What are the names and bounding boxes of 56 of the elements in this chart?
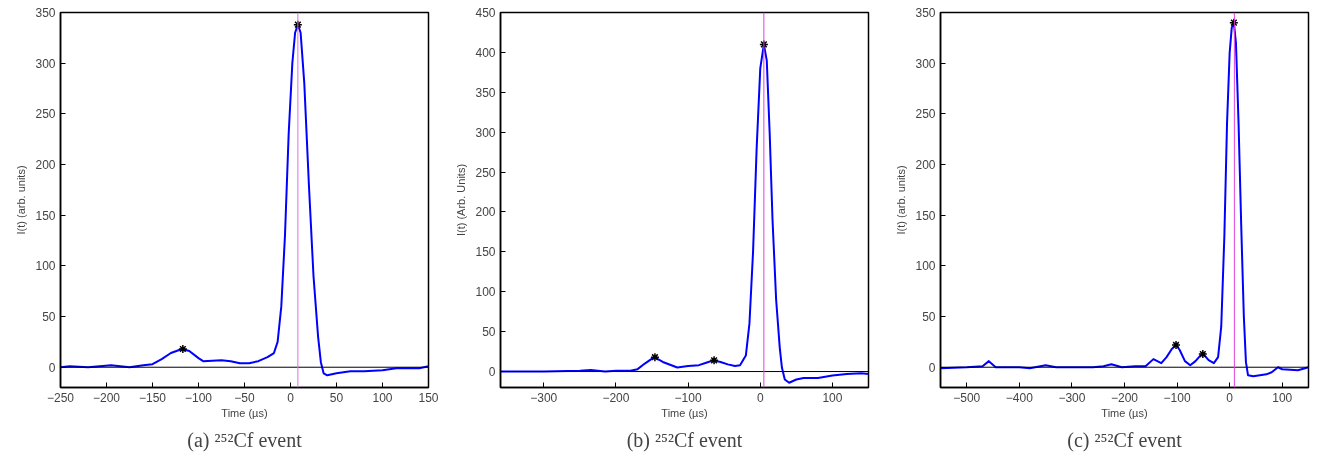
y-tick-label: 200 (915, 158, 936, 173)
text: (a) ²⁵²Cf event (187, 428, 303, 452)
y-axis-title: I(t) (arb. units) (15, 165, 28, 235)
x-tick-label: −50 (234, 390, 255, 405)
y-tick-label: 50 (482, 325, 496, 340)
y-tick-label: 250 (475, 165, 496, 180)
x-tick-label: 0 (287, 390, 295, 405)
x-tick-label: 0 (756, 390, 764, 405)
text: (c) ²⁵²Cf event (1067, 428, 1183, 452)
x-tick-label: −250 (46, 390, 75, 405)
y-tick-label: 350 (915, 6, 936, 20)
y-tick-label: 350 (35, 6, 56, 20)
x-tick-label: −200 (602, 390, 630, 405)
x-tick-label: 100 (1272, 390, 1293, 405)
y-tick-label: 100 (915, 259, 936, 274)
y-axis-title: I(t) (arb. units) (895, 165, 908, 235)
y-tick-label: 100 (475, 285, 496, 300)
x-tick-label: 100 (822, 390, 843, 405)
x-tick-label: 0 (1226, 390, 1234, 405)
y-tick-label: 250 (915, 107, 936, 122)
x-tick-label: −300 (530, 390, 558, 405)
x-tick-label: −150 (138, 390, 167, 405)
y-tick-label: 150 (35, 208, 56, 223)
y-tick-label: 300 (915, 56, 936, 71)
y-tick-label: 150 (475, 245, 496, 260)
y-tick-label: 200 (35, 158, 56, 173)
y-tick-label: 450 (475, 6, 496, 20)
y-tick-label: 400 (475, 45, 496, 60)
y-tick-label: 50 (922, 310, 936, 325)
x-tick-label: −100 (674, 390, 702, 405)
y-tick-label: 100 (35, 259, 56, 274)
y-tick-label: 0 (928, 360, 936, 375)
x-tick-label: 150 (418, 390, 439, 405)
y-tick-label: 200 (475, 205, 496, 220)
x-tick-label: −400 (1005, 390, 1034, 405)
x-tick-label: −200 (1110, 390, 1139, 405)
y-tick-label: 0 (488, 365, 496, 380)
x-tick-label: −300 (1058, 390, 1086, 405)
x-tick-label: 100 (372, 390, 393, 405)
y-tick-label: 150 (915, 208, 936, 223)
text: (b) ²⁵²Cf event (626, 428, 743, 452)
x-axis-title: Time (µs) (221, 406, 268, 419)
y-tick-label: 350 (475, 85, 496, 100)
y-tick-label: 300 (475, 125, 496, 140)
x-tick-label: −500 (953, 390, 981, 405)
x-axis-title: Time (µs) (661, 406, 708, 419)
y-tick-label: 250 (35, 107, 56, 122)
x-tick-label: −100 (184, 390, 213, 405)
x-axis-title: Time (µs) (1101, 406, 1148, 419)
x-tick-label: −200 (92, 390, 121, 405)
y-tick-label: 50 (42, 310, 56, 325)
x-tick-label: −100 (1163, 390, 1191, 405)
x-tick-label: 50 (329, 390, 344, 405)
y-tick-label: 300 (35, 56, 56, 71)
y-axis-title: I(t) (Arb. Units) (455, 163, 468, 237)
y-tick-label: 0 (48, 360, 56, 375)
